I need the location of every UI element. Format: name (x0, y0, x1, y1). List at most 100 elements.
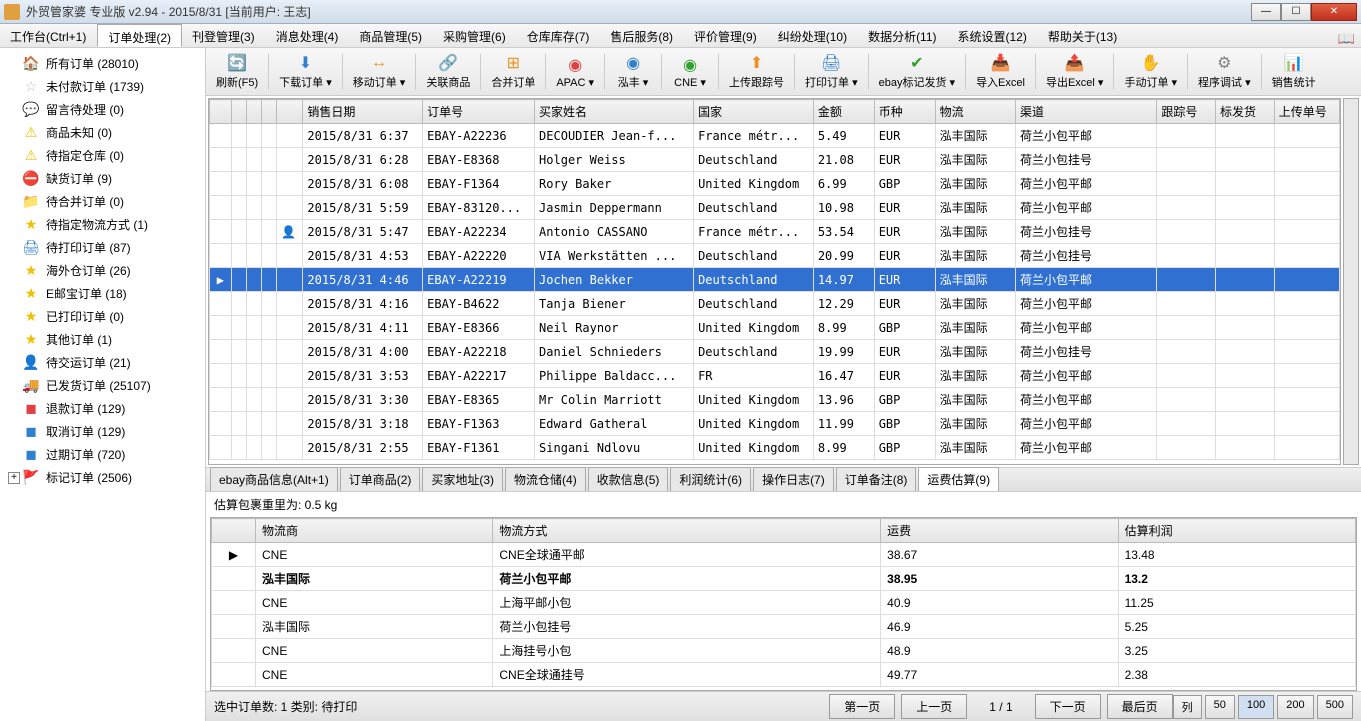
est-column-header[interactable]: 物流商 (255, 519, 492, 543)
minimize-button[interactable]: — (1251, 3, 1281, 21)
est-row[interactable]: CNE上海平邮小包40.911.25 (212, 591, 1356, 615)
toolbar-导出Excel[interactable]: 📤导出Excel ▾ (1040, 51, 1109, 92)
toolbar-ebay标记发货[interactable]: ✔ebay标记发货 ▾ (873, 51, 961, 92)
sidebar-item[interactable]: 🖨待打印订单 (87) (0, 236, 205, 259)
maximize-button[interactable]: ☐ (1281, 3, 1311, 21)
sidebar-item[interactable]: ⚠商品未知 (0) (0, 121, 205, 144)
table-row[interactable]: 2015/8/31 2:55EBAY-F1361Singani NdlovuUn… (210, 436, 1340, 460)
column-header[interactable] (246, 100, 261, 124)
column-header[interactable]: 跟踪号 (1157, 100, 1216, 124)
est-row[interactable]: 泓丰国际荷兰小包挂号46.95.25 (212, 615, 1356, 639)
table-row[interactable]: ▶2015/8/31 4:46EBAY-A22219Jochen BekkerD… (210, 268, 1340, 292)
toolbar-手动订单[interactable]: ✋手动订单 ▾ (1118, 51, 1183, 92)
size-100[interactable]: 100 (1238, 695, 1274, 719)
est-column-header[interactable]: 物流方式 (493, 519, 881, 543)
table-row[interactable]: 2015/8/31 5:59EBAY-83120...Jasmin Depper… (210, 196, 1340, 220)
size-列[interactable]: 列 (1173, 695, 1202, 719)
table-row[interactable]: 2015/8/31 4:11EBAY-E8366Neil RaynorUnite… (210, 316, 1340, 340)
column-header[interactable]: 渠道 (1016, 100, 1157, 124)
est-row[interactable]: CNE上海挂号小包48.93.25 (212, 639, 1356, 663)
sidebar-item[interactable]: ⚠待指定仓库 (0) (0, 144, 205, 167)
nav-下一页[interactable]: 下一页 (1035, 694, 1101, 719)
sidebar-item[interactable]: ★其他订单 (1) (0, 328, 205, 351)
column-header[interactable] (277, 100, 303, 124)
toolbar-关联商品[interactable]: 🔗关联商品 (420, 51, 476, 92)
column-header[interactable]: 销售日期 (303, 100, 423, 124)
toolbar-APAC[interactable]: ◉APAC ▾ (550, 53, 600, 91)
sidebar-item[interactable]: ★海外仓订单 (26) (0, 259, 205, 282)
estimate-grid[interactable]: 物流商物流方式运费估算利润▶CNECNE全球通平邮38.6713.48泓丰国际荷… (210, 517, 1357, 691)
sidebar-item[interactable]: ◼退款订单 (129) (0, 397, 205, 420)
detail-tab[interactable]: 订单商品(2) (340, 467, 421, 491)
sidebar-item[interactable]: ★已打印订单 (0) (0, 305, 205, 328)
sidebar-item[interactable]: 📁待合并订单 (0) (0, 190, 205, 213)
sidebar-item[interactable]: 💬留言待处理 (0) (0, 98, 205, 121)
expand-icon[interactable]: + (8, 472, 20, 484)
sidebar-item[interactable]: 🏠所有订单 (28010) (0, 52, 205, 75)
table-row[interactable]: 2015/8/31 6:08EBAY-F1364Rory BakerUnited… (210, 172, 1340, 196)
column-header[interactable]: 金额 (813, 100, 874, 124)
menu-售后服务(8)[interactable]: 售后服务(8) (600, 24, 684, 47)
menu-评价管理(9)[interactable]: 评价管理(9) (684, 24, 768, 47)
column-header[interactable] (231, 100, 246, 124)
est-column-header[interactable] (212, 519, 256, 543)
nav-上一页[interactable]: 上一页 (901, 694, 967, 719)
toolbar-下载订单[interactable]: ⬇下载订单 ▾ (273, 51, 338, 92)
table-row[interactable]: 2015/8/31 4:00EBAY-A22218Daniel Schniede… (210, 340, 1340, 364)
table-row[interactable]: 2015/8/31 6:28EBAY-E8368Holger WeissDeut… (210, 148, 1340, 172)
est-column-header[interactable]: 运费 (881, 519, 1118, 543)
orders-grid[interactable]: 销售日期订单号买家姓名国家金额币种物流渠道跟踪号标发货上传单号2015/8/31… (208, 98, 1341, 465)
table-row[interactable]: 2015/8/31 4:53EBAY-A22220VIA Werkstätten… (210, 244, 1340, 268)
nav-第一页[interactable]: 第一页 (829, 694, 895, 719)
detail-tab[interactable]: 订单备注(8) (836, 467, 917, 491)
table-row[interactable]: 2015/8/31 3:53EBAY-A22217Philippe Baldac… (210, 364, 1340, 388)
size-500[interactable]: 500 (1317, 695, 1353, 719)
est-row[interactable]: CNECNE全球通挂号49.772.38 (212, 663, 1356, 687)
toolbar-程序调试[interactable]: ⚙程序调试 ▾ (1192, 51, 1257, 92)
column-header[interactable]: 国家 (694, 100, 814, 124)
menu-订单处理(2)[interactable]: 订单处理(2) (97, 24, 182, 47)
detail-tab[interactable]: 收款信息(5) (588, 467, 669, 491)
est-row[interactable]: 泓丰国际荷兰小包平邮38.9513.2 (212, 567, 1356, 591)
menu-刊登管理(3)[interactable]: 刊登管理(3) (182, 24, 266, 47)
detail-tab[interactable]: 利润统计(6) (670, 467, 751, 491)
menu-工作台(Ctrl+1)[interactable]: 工作台(Ctrl+1) (0, 24, 97, 47)
size-50[interactable]: 50 (1205, 695, 1235, 719)
menu-仓库库存(7)[interactable]: 仓库库存(7) (517, 24, 601, 47)
table-row[interactable]: 2015/8/31 4:16EBAY-B4622Tanja BienerDeut… (210, 292, 1340, 316)
menu-数据分析(11)[interactable]: 数据分析(11) (858, 24, 947, 47)
detail-tab[interactable]: 物流仓储(4) (505, 467, 586, 491)
column-header[interactable]: 物流 (935, 100, 1015, 124)
column-header[interactable]: 买家姓名 (535, 100, 694, 124)
sidebar-item[interactable]: ★E邮宝订单 (18) (0, 282, 205, 305)
menu-系统设置(12)[interactable]: 系统设置(12) (948, 24, 1038, 47)
toolbar-CNE[interactable]: ◉CNE ▾ (666, 53, 714, 91)
column-header[interactable] (262, 100, 277, 124)
column-header[interactable] (210, 100, 232, 124)
detail-tab[interactable]: 买家地址(3) (422, 467, 503, 491)
grid-scrollbar[interactable] (1343, 98, 1359, 465)
sidebar-item[interactable]: ◼取消订单 (129) (0, 420, 205, 443)
menu-帮助关于(13)[interactable]: 帮助关于(13) (1038, 24, 1128, 47)
toolbar-上传跟踪号[interactable]: ⬆上传跟踪号 (723, 51, 790, 92)
toolbar-泓丰[interactable]: ◉泓丰 ▾ (609, 51, 657, 92)
menu-采购管理(6)[interactable]: 采购管理(6) (433, 24, 517, 47)
sidebar-item[interactable]: 👤待交运订单 (21) (0, 351, 205, 374)
sidebar-item[interactable]: ★待指定物流方式 (1) (0, 213, 205, 236)
table-row[interactable]: 2015/8/31 6:37EBAY-A22236DECOUDIER Jean-… (210, 124, 1340, 148)
menu-消息处理(4)[interactable]: 消息处理(4) (266, 24, 350, 47)
menu-纠纷处理(10)[interactable]: 纠纷处理(10) (768, 24, 858, 47)
toolbar-销售统计[interactable]: 📊销售统计 (1266, 51, 1322, 92)
detail-tab[interactable]: 操作日志(7) (753, 467, 834, 491)
detail-tab[interactable]: 运费估算(9) (918, 467, 999, 491)
column-header[interactable]: 上传单号 (1274, 100, 1339, 124)
menu-商品管理(5)[interactable]: 商品管理(5) (349, 24, 433, 47)
size-200[interactable]: 200 (1277, 695, 1313, 719)
column-header[interactable]: 标发货 (1216, 100, 1275, 124)
toolbar-导入Excel[interactable]: 📥导入Excel (970, 51, 1031, 92)
sidebar-item[interactable]: 🚚已发货订单 (25107) (0, 374, 205, 397)
table-row[interactable]: 2015/8/31 3:30EBAY-E8365Mr Colin Marriot… (210, 388, 1340, 412)
table-row[interactable]: 2015/8/31 3:18EBAY-F1363Edward GatheralU… (210, 412, 1340, 436)
toolbar-合并订单[interactable]: ⊞合并订单 (485, 51, 541, 92)
table-row[interactable]: 👤2015/8/31 5:47EBAY-A22234Antonio CASSAN… (210, 220, 1340, 244)
